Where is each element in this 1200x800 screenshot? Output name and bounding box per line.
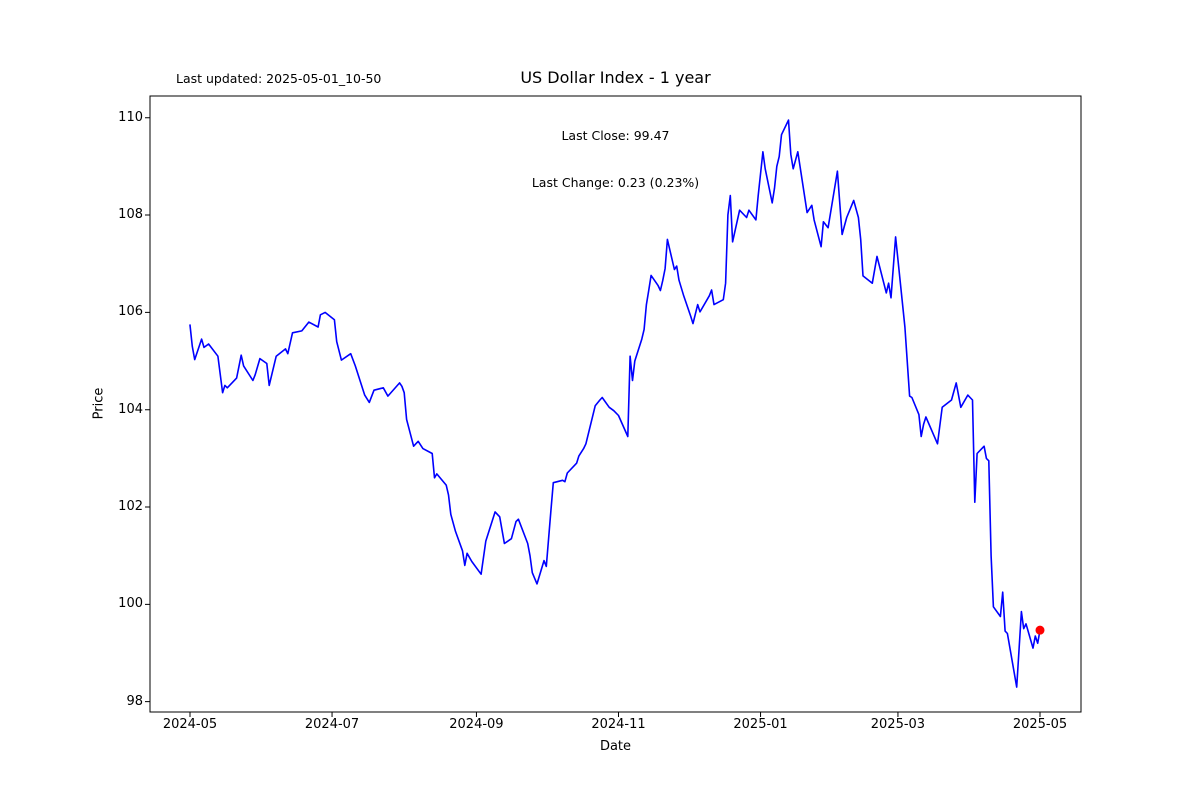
- last-change-line: Last Change: 0.23 (0.23%): [531, 174, 700, 190]
- x-tick-label: 2024-05: [162, 717, 218, 732]
- x-tick-label: 2025-01: [733, 717, 788, 732]
- x-tick-label: 2024-07: [304, 717, 360, 732]
- last-close-line: Last Close: 99.47: [561, 128, 670, 143]
- x-tick-label: 2025-05: [1012, 717, 1068, 732]
- last-close-marker: [1035, 625, 1045, 635]
- y-tick-label: 100: [118, 596, 143, 612]
- plot-area-border: [149, 95, 1082, 713]
- y-axis-label: Price: [91, 387, 107, 420]
- chart-title: US Dollar Index - 1 year: [520, 68, 711, 87]
- y-tick-label: 110: [118, 109, 143, 125]
- x-tick-label: 2025-03: [870, 717, 926, 732]
- last-close-annotation: Last Close: 99.47 Last Change: 0.23 (0.2…: [150, 97, 1081, 221]
- x-tick-label: 2024-11: [591, 717, 646, 732]
- last-updated-text: Last updated: 2025-05-01_10-50: [176, 71, 382, 86]
- y-tick-label: 104: [118, 401, 143, 417]
- tick-marks: [145, 117, 1041, 717]
- y-tick-label: 102: [118, 499, 143, 515]
- y-tick-label: 108: [118, 207, 143, 223]
- y-tick-label: 106: [118, 304, 143, 320]
- x-tick-label: 2024-09: [449, 717, 504, 732]
- y-tick-label: 98: [126, 693, 143, 709]
- price-line: [189, 119, 1041, 688]
- x-axis-label: Date: [599, 739, 632, 754]
